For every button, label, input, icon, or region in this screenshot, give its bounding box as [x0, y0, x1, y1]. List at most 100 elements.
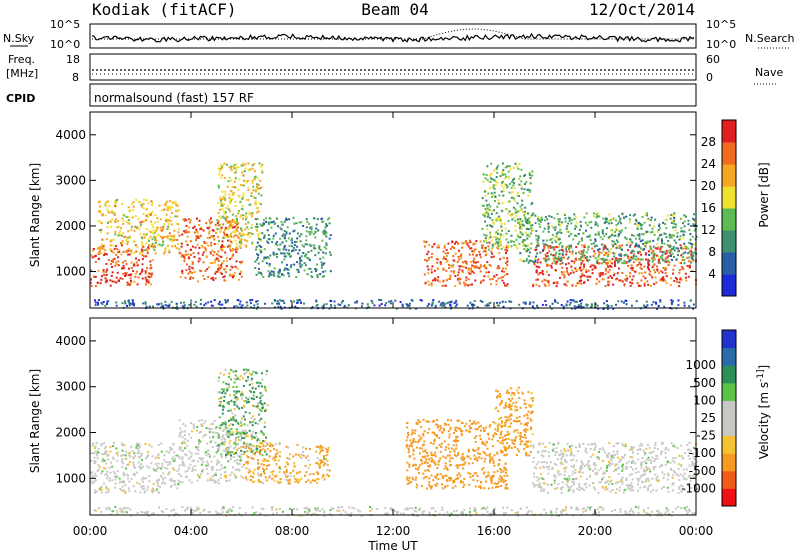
echo-cell [211, 236, 214, 239]
echo-cell [640, 227, 643, 230]
echo-cell [116, 271, 119, 274]
echo-cell [205, 451, 208, 454]
echo-cell [255, 307, 258, 310]
echo-cell [516, 218, 519, 221]
echo-cell [262, 460, 265, 462]
echo-cell [134, 455, 137, 458]
echo-cell [542, 257, 545, 260]
echo-cell [680, 227, 683, 230]
echo-cell [486, 224, 489, 227]
echo-cell [206, 460, 209, 463]
echo-cell [242, 184, 245, 187]
echo-cell [143, 491, 146, 494]
echo-cell [261, 163, 264, 166]
echo-cell [421, 485, 423, 487]
echo-cell [231, 273, 234, 276]
echo-cell [183, 301, 186, 304]
echo-cell [99, 210, 101, 212]
echo-cell [437, 463, 440, 466]
echo-cell [259, 399, 262, 402]
echo-cell [254, 200, 257, 203]
echo-cell [256, 229, 258, 232]
echo-cell [691, 257, 694, 260]
echo-cell [221, 215, 224, 218]
echo-cell [122, 489, 125, 492]
echo-cell [298, 235, 301, 238]
echo-cell [260, 463, 263, 466]
echo-cell [141, 459, 143, 462]
echo-cell [538, 266, 541, 269]
echo-cell [313, 217, 316, 220]
echo-cell [211, 446, 214, 448]
echo-cell [141, 269, 144, 272]
echo-cell [634, 258, 637, 261]
echo-cell [490, 256, 493, 259]
echo-cell [519, 175, 522, 178]
echo-cell [189, 463, 192, 466]
echo-cell [606, 227, 608, 230]
echo-cell [229, 451, 232, 454]
echo-cell [305, 471, 308, 474]
echo-cell [582, 249, 585, 252]
echo-cell [287, 237, 290, 240]
echo-cell [128, 235, 131, 238]
echo-cell [94, 479, 97, 482]
echo-cell [248, 445, 251, 448]
echo-cell [193, 231, 196, 234]
echo-cell [229, 223, 232, 225]
echo-cell [99, 205, 102, 208]
echo-cell [497, 265, 500, 268]
echo-cell [163, 459, 166, 462]
echo-cell [219, 227, 222, 230]
echo-cell [329, 251, 331, 254]
echo-cell [613, 260, 616, 263]
echo-cell [267, 234, 270, 237]
echo-cell [680, 217, 683, 220]
echo-cell [467, 268, 470, 271]
echo-cell [664, 267, 666, 270]
echo-cell [425, 420, 428, 423]
echo-cell [145, 278, 148, 281]
echo-cell [585, 268, 588, 271]
echo-cell [200, 228, 203, 231]
echo-cell [201, 457, 204, 460]
echo-cell [256, 211, 259, 214]
echo-cell [473, 261, 476, 264]
echo-cell [455, 240, 458, 243]
echo-cell [410, 299, 413, 302]
echo-cell [102, 273, 105, 276]
echo-cell [650, 303, 653, 306]
echo-cell [132, 301, 135, 304]
echo-cell [671, 252, 674, 255]
echo-cell [629, 238, 631, 241]
echo-cell [615, 219, 617, 222]
echo-cell [552, 254, 555, 257]
echo-cell [232, 451, 235, 454]
echo-cell [286, 457, 289, 460]
echo-cell [258, 238, 261, 241]
echo-cell [218, 240, 220, 243]
echo-cell [673, 239, 676, 242]
echo-cell [309, 473, 312, 476]
echo-cell [219, 477, 222, 480]
echo-cell [656, 265, 658, 268]
echo-cell [617, 233, 620, 236]
echo-cell [208, 431, 211, 434]
echo-cell [233, 171, 236, 174]
echo-cell [678, 268, 681, 271]
echo-cell [231, 451, 234, 454]
echo-cell [145, 255, 148, 258]
echo-cell [632, 250, 635, 253]
echo-cell [593, 245, 596, 248]
echo-cell [223, 162, 226, 165]
echo-cell [106, 280, 108, 283]
echo-cell [129, 451, 132, 454]
echo-cell [504, 301, 507, 303]
echo-cell [294, 480, 297, 483]
echo-cell [629, 281, 632, 284]
echo-cell [239, 300, 242, 303]
echo-cell [499, 240, 502, 243]
echo-cell [219, 199, 222, 202]
echo-cell [250, 457, 253, 459]
echo-cell [434, 476, 437, 479]
